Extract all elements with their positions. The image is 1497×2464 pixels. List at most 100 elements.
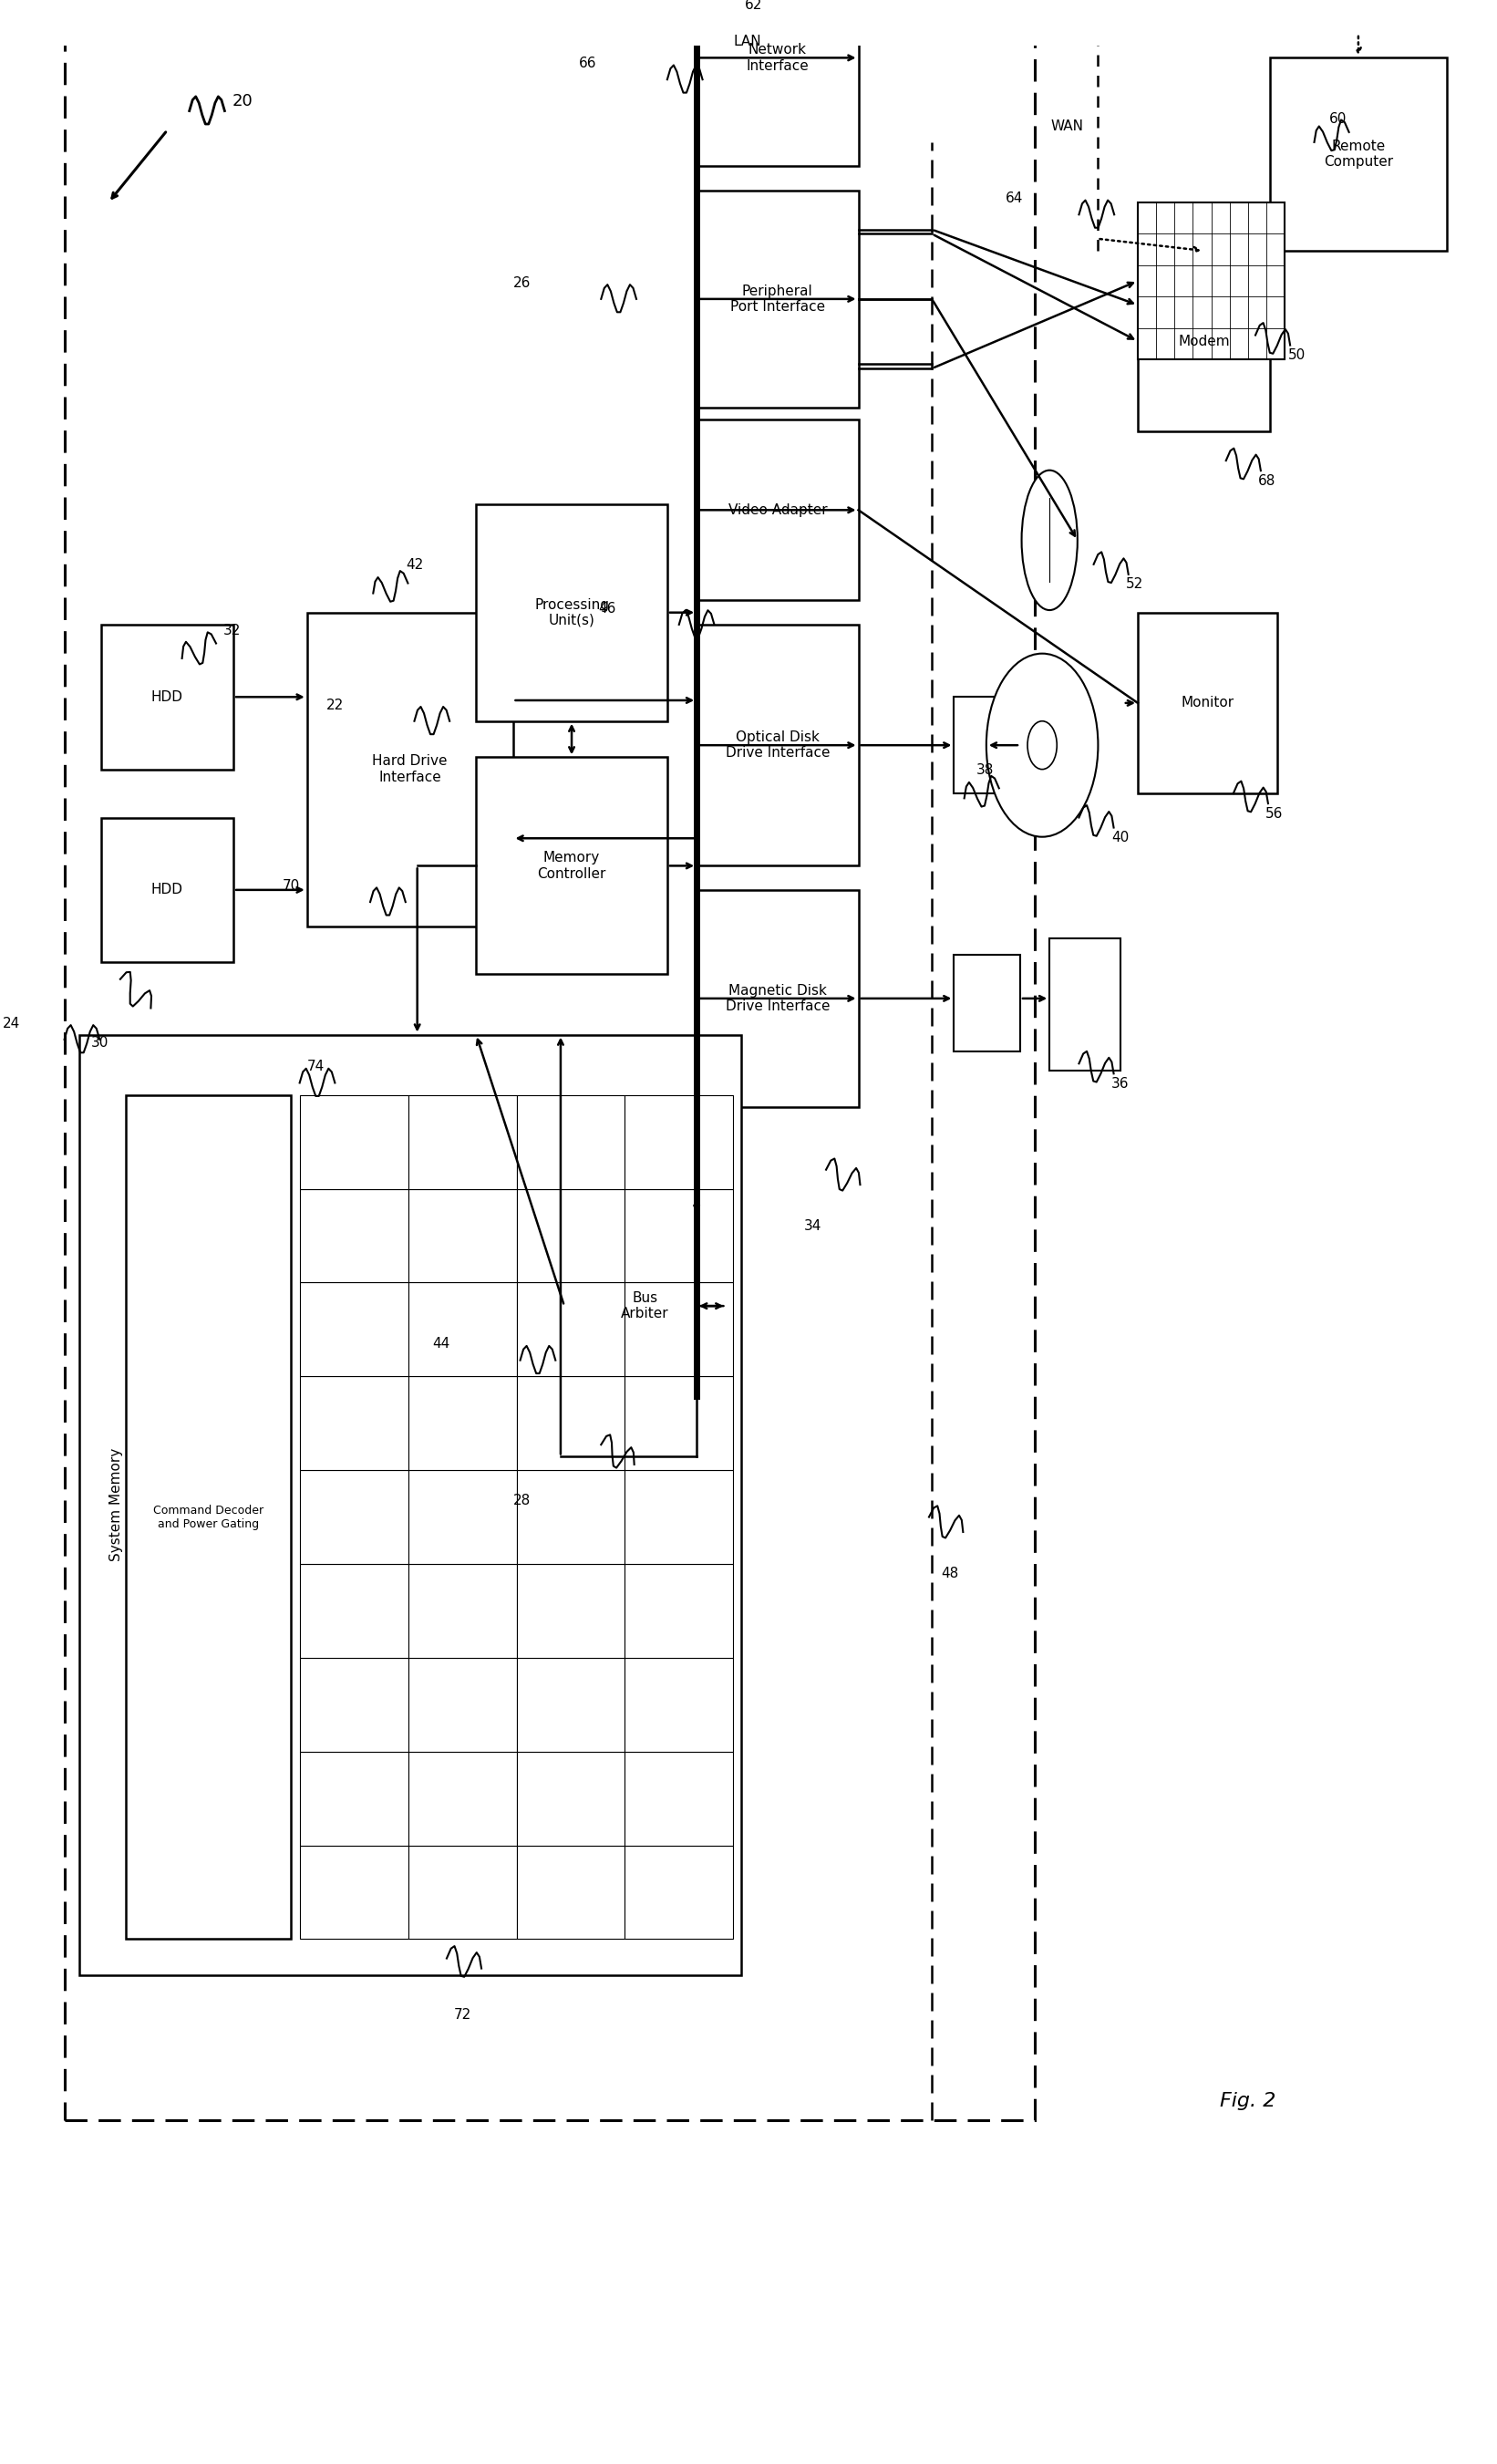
Circle shape: [987, 653, 1099, 838]
FancyBboxPatch shape: [696, 890, 858, 1106]
Bar: [516, 1471, 624, 1565]
Bar: [624, 1658, 734, 1752]
Text: 26: 26: [513, 276, 530, 291]
Text: 60: 60: [1329, 111, 1347, 126]
Bar: [299, 1752, 409, 1846]
Bar: [409, 1094, 516, 1188]
Text: Command Decoder
and Power Gating: Command Decoder and Power Gating: [153, 1503, 263, 1530]
Text: 36: 36: [1111, 1077, 1129, 1092]
Text: Magnetic Disk
Drive Interface: Magnetic Disk Drive Interface: [726, 983, 829, 1013]
FancyBboxPatch shape: [307, 614, 513, 926]
Bar: [624, 1471, 734, 1565]
Text: 24: 24: [3, 1018, 19, 1030]
FancyBboxPatch shape: [476, 505, 668, 722]
Text: 42: 42: [406, 559, 424, 572]
Text: 62: 62: [746, 0, 763, 12]
Text: Network
Interface: Network Interface: [746, 42, 808, 71]
Ellipse shape: [1021, 471, 1078, 611]
Text: 66: 66: [579, 57, 597, 69]
Text: Hard Drive
Interface: Hard Drive Interface: [373, 754, 448, 784]
Bar: [516, 1188, 624, 1284]
Bar: [409, 1658, 516, 1752]
Text: 48: 48: [940, 1567, 958, 1579]
Text: 28: 28: [513, 1493, 530, 1508]
FancyBboxPatch shape: [954, 956, 1019, 1052]
Bar: [624, 1846, 734, 1939]
Text: HDD: HDD: [151, 690, 183, 705]
Text: 52: 52: [1126, 577, 1144, 591]
Text: Video Adapter: Video Adapter: [728, 503, 826, 517]
Text: 30: 30: [91, 1035, 108, 1050]
Bar: [299, 1284, 409, 1377]
Text: 72: 72: [454, 2008, 472, 2020]
FancyBboxPatch shape: [696, 0, 858, 168]
FancyBboxPatch shape: [1138, 202, 1284, 360]
FancyBboxPatch shape: [696, 623, 858, 865]
FancyBboxPatch shape: [954, 697, 1019, 793]
Text: 32: 32: [223, 623, 241, 638]
Text: Bus
Arbiter: Bus Arbiter: [621, 1291, 669, 1321]
Text: 34: 34: [804, 1220, 822, 1232]
Bar: [299, 1094, 409, 1188]
Text: 68: 68: [1259, 473, 1275, 488]
FancyBboxPatch shape: [696, 190, 858, 407]
Bar: [409, 1188, 516, 1284]
Text: 56: 56: [1265, 806, 1283, 821]
Text: Peripheral
Port Interface: Peripheral Port Interface: [731, 283, 825, 313]
Text: WAN: WAN: [1051, 118, 1084, 133]
Bar: [299, 1565, 409, 1658]
FancyBboxPatch shape: [1269, 57, 1446, 251]
Text: Processing
Unit(s): Processing Unit(s): [534, 599, 609, 628]
FancyBboxPatch shape: [79, 1035, 741, 1976]
Text: Optical Disk
Drive Interface: Optical Disk Drive Interface: [726, 729, 829, 759]
Bar: [299, 1658, 409, 1752]
Bar: [409, 1284, 516, 1377]
FancyBboxPatch shape: [102, 818, 234, 963]
Text: 44: 44: [433, 1338, 449, 1350]
Bar: [299, 1846, 409, 1939]
Bar: [299, 1471, 409, 1565]
FancyBboxPatch shape: [696, 419, 858, 601]
Bar: [409, 1471, 516, 1565]
Bar: [409, 1377, 516, 1471]
Bar: [624, 1284, 734, 1377]
Bar: [624, 1752, 734, 1846]
Text: 22: 22: [326, 697, 344, 712]
Text: 74: 74: [307, 1060, 325, 1074]
Text: 70: 70: [281, 880, 299, 892]
FancyBboxPatch shape: [1049, 939, 1120, 1072]
Bar: [516, 1565, 624, 1658]
Bar: [624, 1565, 734, 1658]
Text: HDD: HDD: [151, 882, 183, 897]
Bar: [409, 1846, 516, 1939]
Text: 20: 20: [232, 94, 253, 111]
Bar: [516, 1284, 624, 1377]
Text: Remote
Computer: Remote Computer: [1323, 140, 1394, 170]
FancyBboxPatch shape: [1138, 251, 1269, 431]
Text: 38: 38: [976, 764, 994, 776]
Text: Memory
Controller: Memory Controller: [537, 850, 606, 880]
Text: 50: 50: [1287, 347, 1305, 362]
Bar: [299, 1188, 409, 1284]
Bar: [516, 1752, 624, 1846]
Text: 64: 64: [1006, 192, 1022, 205]
Text: 46: 46: [599, 601, 615, 616]
Bar: [624, 1188, 734, 1284]
Bar: [624, 1094, 734, 1188]
Bar: [516, 1658, 624, 1752]
FancyBboxPatch shape: [476, 756, 668, 973]
Text: Monitor: Monitor: [1181, 697, 1234, 710]
Text: Fig. 2: Fig. 2: [1220, 2092, 1275, 2109]
Bar: [516, 1846, 624, 1939]
Bar: [624, 1377, 734, 1471]
Bar: [299, 1377, 409, 1471]
FancyBboxPatch shape: [564, 1215, 726, 1397]
FancyBboxPatch shape: [1138, 614, 1277, 793]
Text: System Memory: System Memory: [109, 1449, 123, 1562]
Text: LAN: LAN: [734, 34, 762, 49]
Bar: [516, 1094, 624, 1188]
Circle shape: [1027, 722, 1057, 769]
Text: 40: 40: [1111, 830, 1129, 845]
Bar: [516, 1377, 624, 1471]
FancyBboxPatch shape: [126, 1094, 290, 1939]
